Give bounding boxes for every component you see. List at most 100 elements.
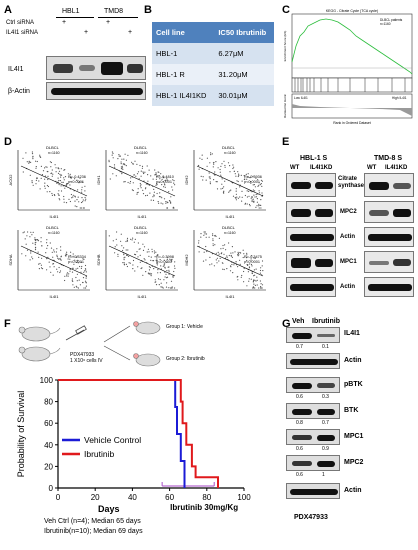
scatter-point — [40, 267, 43, 269]
gsea-ylabel-bottom: Ranked list metric — [283, 94, 287, 118]
scatter-point — [135, 175, 137, 177]
scatter-point — [67, 258, 69, 260]
scatter-point — [31, 153, 34, 155]
scatter-point — [143, 258, 145, 260]
scatter-point — [136, 193, 138, 195]
scatter-point — [238, 254, 240, 256]
panel-label-b: B — [144, 4, 152, 16]
scatter-point — [209, 264, 211, 266]
scatter-point — [50, 247, 53, 249]
scatter-point — [243, 281, 245, 283]
scatter-point — [28, 160, 30, 162]
scatter-point — [155, 284, 158, 286]
scatter-point — [224, 166, 226, 168]
scatter-point — [159, 278, 161, 281]
scatter-point — [114, 252, 116, 254]
scatter-point — [35, 167, 37, 169]
scatter-point — [150, 259, 152, 261]
scatter-point — [81, 186, 83, 188]
scatter-point — [255, 206, 257, 208]
scatter-point — [221, 163, 223, 165]
scatter-point — [46, 239, 48, 241]
scatter-point — [112, 157, 114, 159]
scatter-point — [254, 279, 256, 281]
scatter-point — [251, 196, 253, 199]
scatter-point — [238, 173, 240, 175]
scatter-point — [31, 180, 33, 182]
panel-label-e: E — [282, 136, 290, 148]
scatter-point — [242, 249, 244, 251]
scatter-xlabel: IL4I1 — [226, 214, 236, 219]
scatter-point — [137, 242, 139, 244]
scatter-point — [46, 191, 48, 193]
scatter-point — [142, 243, 144, 245]
scatter-point — [53, 266, 55, 268]
scatter-point — [171, 258, 173, 260]
scatter-point — [76, 179, 78, 181]
table-cell: HBL-1 IL4I1KD — [152, 85, 215, 106]
scatter-point — [76, 199, 78, 201]
summary-vehicle: Veh Ctrl (n=4); Median 65 days — [44, 518, 141, 525]
scatter-point — [124, 181, 126, 183]
scatter-point — [166, 178, 168, 180]
scatter-point — [34, 242, 36, 244]
scatter-point — [74, 195, 76, 197]
scatter-point — [84, 185, 86, 187]
scatter-point — [66, 275, 68, 277]
y-tick-label: 80 — [44, 398, 53, 407]
scatter-point — [67, 182, 69, 185]
scatter-point — [147, 174, 149, 176]
scatter-point — [74, 178, 76, 180]
scatter-point — [212, 243, 214, 245]
cell-line-label-hbl1: HBL1 — [62, 8, 80, 15]
scatter-point — [254, 287, 256, 289]
scatter-point — [226, 255, 228, 257]
scatter-point — [65, 185, 68, 187]
scatter-point — [120, 168, 123, 170]
blot-g-pbtk — [286, 377, 340, 393]
scatter-point — [122, 168, 124, 170]
pdx-label: PDX47933 — [70, 352, 95, 358]
scatter-point — [214, 174, 216, 176]
scatter-point — [251, 200, 253, 203]
blot-tmd-actin — [364, 227, 414, 247]
scatter-point — [240, 174, 242, 176]
scatter-point — [149, 266, 151, 269]
gsea-title: KEGG - Citrate Cycle (TCA cycle) — [326, 9, 378, 13]
scatter-point — [153, 188, 155, 190]
scatter-point — [120, 161, 122, 163]
scatter-p: p<0.0001 — [156, 180, 172, 184]
scatter-point — [132, 237, 134, 239]
scatter-point — [220, 253, 222, 255]
scatter-point — [75, 256, 78, 258]
scatter-point — [204, 231, 206, 233]
x-axis-label: Days — [98, 504, 120, 514]
scatter-point — [81, 181, 83, 183]
scatter-point — [244, 178, 246, 180]
scatter-point — [142, 171, 144, 173]
scatter-point — [206, 250, 208, 253]
scatter-point — [239, 263, 241, 265]
scatter-point — [25, 243, 27, 245]
scatter-point — [70, 177, 72, 179]
scatter-point — [250, 181, 252, 183]
scatter-title: DLBCL — [222, 225, 236, 230]
scatter-point — [121, 245, 123, 247]
scatter-point — [31, 151, 33, 153]
scatter-point — [130, 177, 132, 179]
scatter-point — [209, 178, 211, 180]
blot-tmd-mpc2 — [364, 201, 414, 223]
scatter-point — [56, 182, 58, 184]
scatter-point — [139, 261, 141, 263]
scatter-point — [46, 184, 49, 187]
scatter-point — [253, 275, 255, 277]
scatter-point — [153, 250, 155, 252]
scatter-point — [251, 199, 253, 201]
scatter-point — [42, 170, 45, 172]
scatter-point — [129, 262, 131, 264]
scatter-point — [225, 249, 227, 251]
scatter-point — [246, 190, 248, 192]
scatter-point — [46, 166, 48, 168]
scatter-point — [34, 244, 36, 246]
scatter-point — [158, 284, 160, 286]
